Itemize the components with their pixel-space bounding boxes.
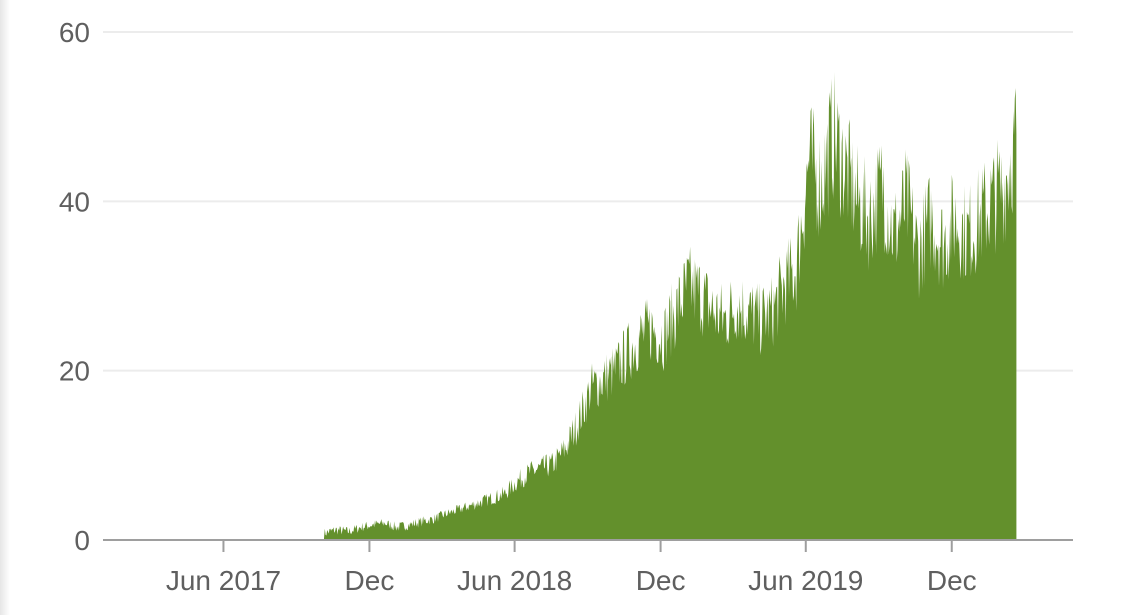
x-tick-label-1: Dec bbox=[345, 565, 395, 596]
y-tick-label-20: 20 bbox=[59, 356, 90, 387]
x-tick-label-2: Jun 2018 bbox=[457, 565, 572, 596]
area-series bbox=[324, 72, 1017, 540]
left-edge-shadow bbox=[0, 0, 10, 615]
y-tick-label-60: 60 bbox=[59, 17, 90, 48]
x-tick-label-4: Jun 2019 bbox=[748, 565, 863, 596]
x-tick-label-5: Dec bbox=[927, 565, 977, 596]
y-tick-label-40: 40 bbox=[59, 186, 90, 217]
y-tick-label-0: 0 bbox=[74, 525, 90, 556]
x-tick-label-0: Jun 2017 bbox=[166, 565, 281, 596]
x-tick-label-3: Dec bbox=[636, 565, 686, 596]
